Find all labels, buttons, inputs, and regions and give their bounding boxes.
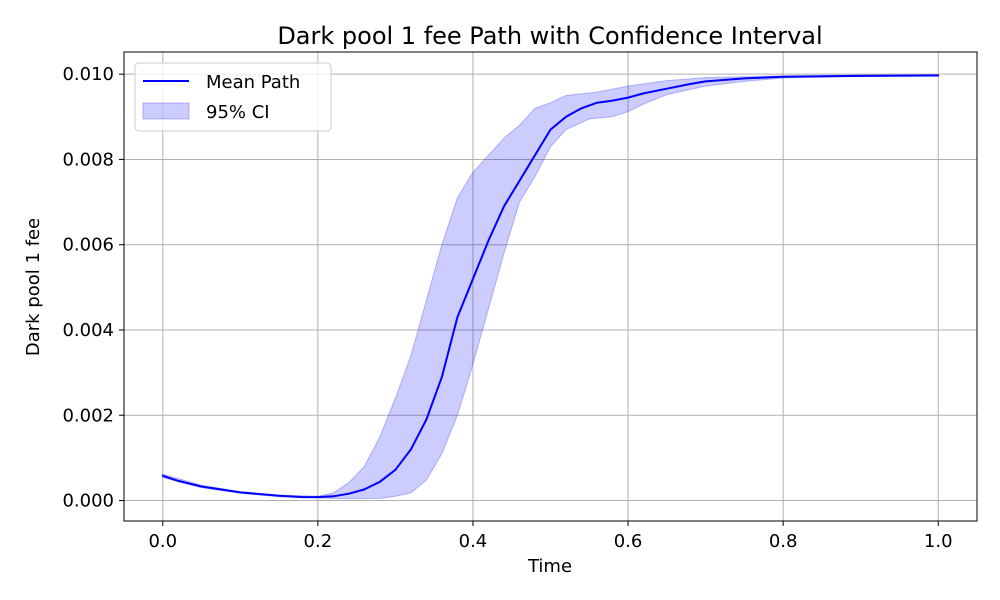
- x-tick-label: 1.0: [924, 531, 953, 552]
- legend: Mean Path 95% CI: [134, 62, 332, 132]
- plot-frame: [123, 51, 978, 522]
- legend-band-swatch: [142, 102, 190, 120]
- x-tick-label: 0.8: [769, 531, 798, 552]
- x-tick-label: 0.2: [304, 531, 333, 552]
- grid: [124, 52, 977, 521]
- x-axis-ticks: 0.0 0.2 0.4 0.6 0.8 1.0: [148, 521, 953, 552]
- legend-label-mean-path: Mean Path: [206, 72, 300, 93]
- y-axis-label: Dark pool 1 fee: [23, 218, 44, 356]
- x-tick-label: 0.6: [614, 531, 643, 552]
- y-tick-label: 0.000: [62, 491, 114, 512]
- y-tick-label: 0.008: [62, 149, 114, 170]
- chart-title: Dark pool 1 fee Path with Confidence Int…: [277, 22, 822, 50]
- x-tick-label: 0.0: [148, 531, 177, 552]
- mean-path-line: [161, 74, 940, 499]
- x-axis-label: Time: [527, 556, 572, 577]
- y-axis-ticks: 0.000 0.002 0.004 0.006 0.008 0.010: [62, 64, 124, 512]
- y-tick-label: 0.006: [62, 235, 114, 256]
- y-tick-label: 0.010: [62, 64, 114, 85]
- mean-line-layer: [161, 74, 940, 499]
- x-tick-label: 0.4: [459, 531, 488, 552]
- y-tick-label: 0.002: [62, 405, 114, 426]
- y-tick-label: 0.004: [62, 320, 114, 341]
- legend-label-ci: 95% CI: [206, 102, 270, 123]
